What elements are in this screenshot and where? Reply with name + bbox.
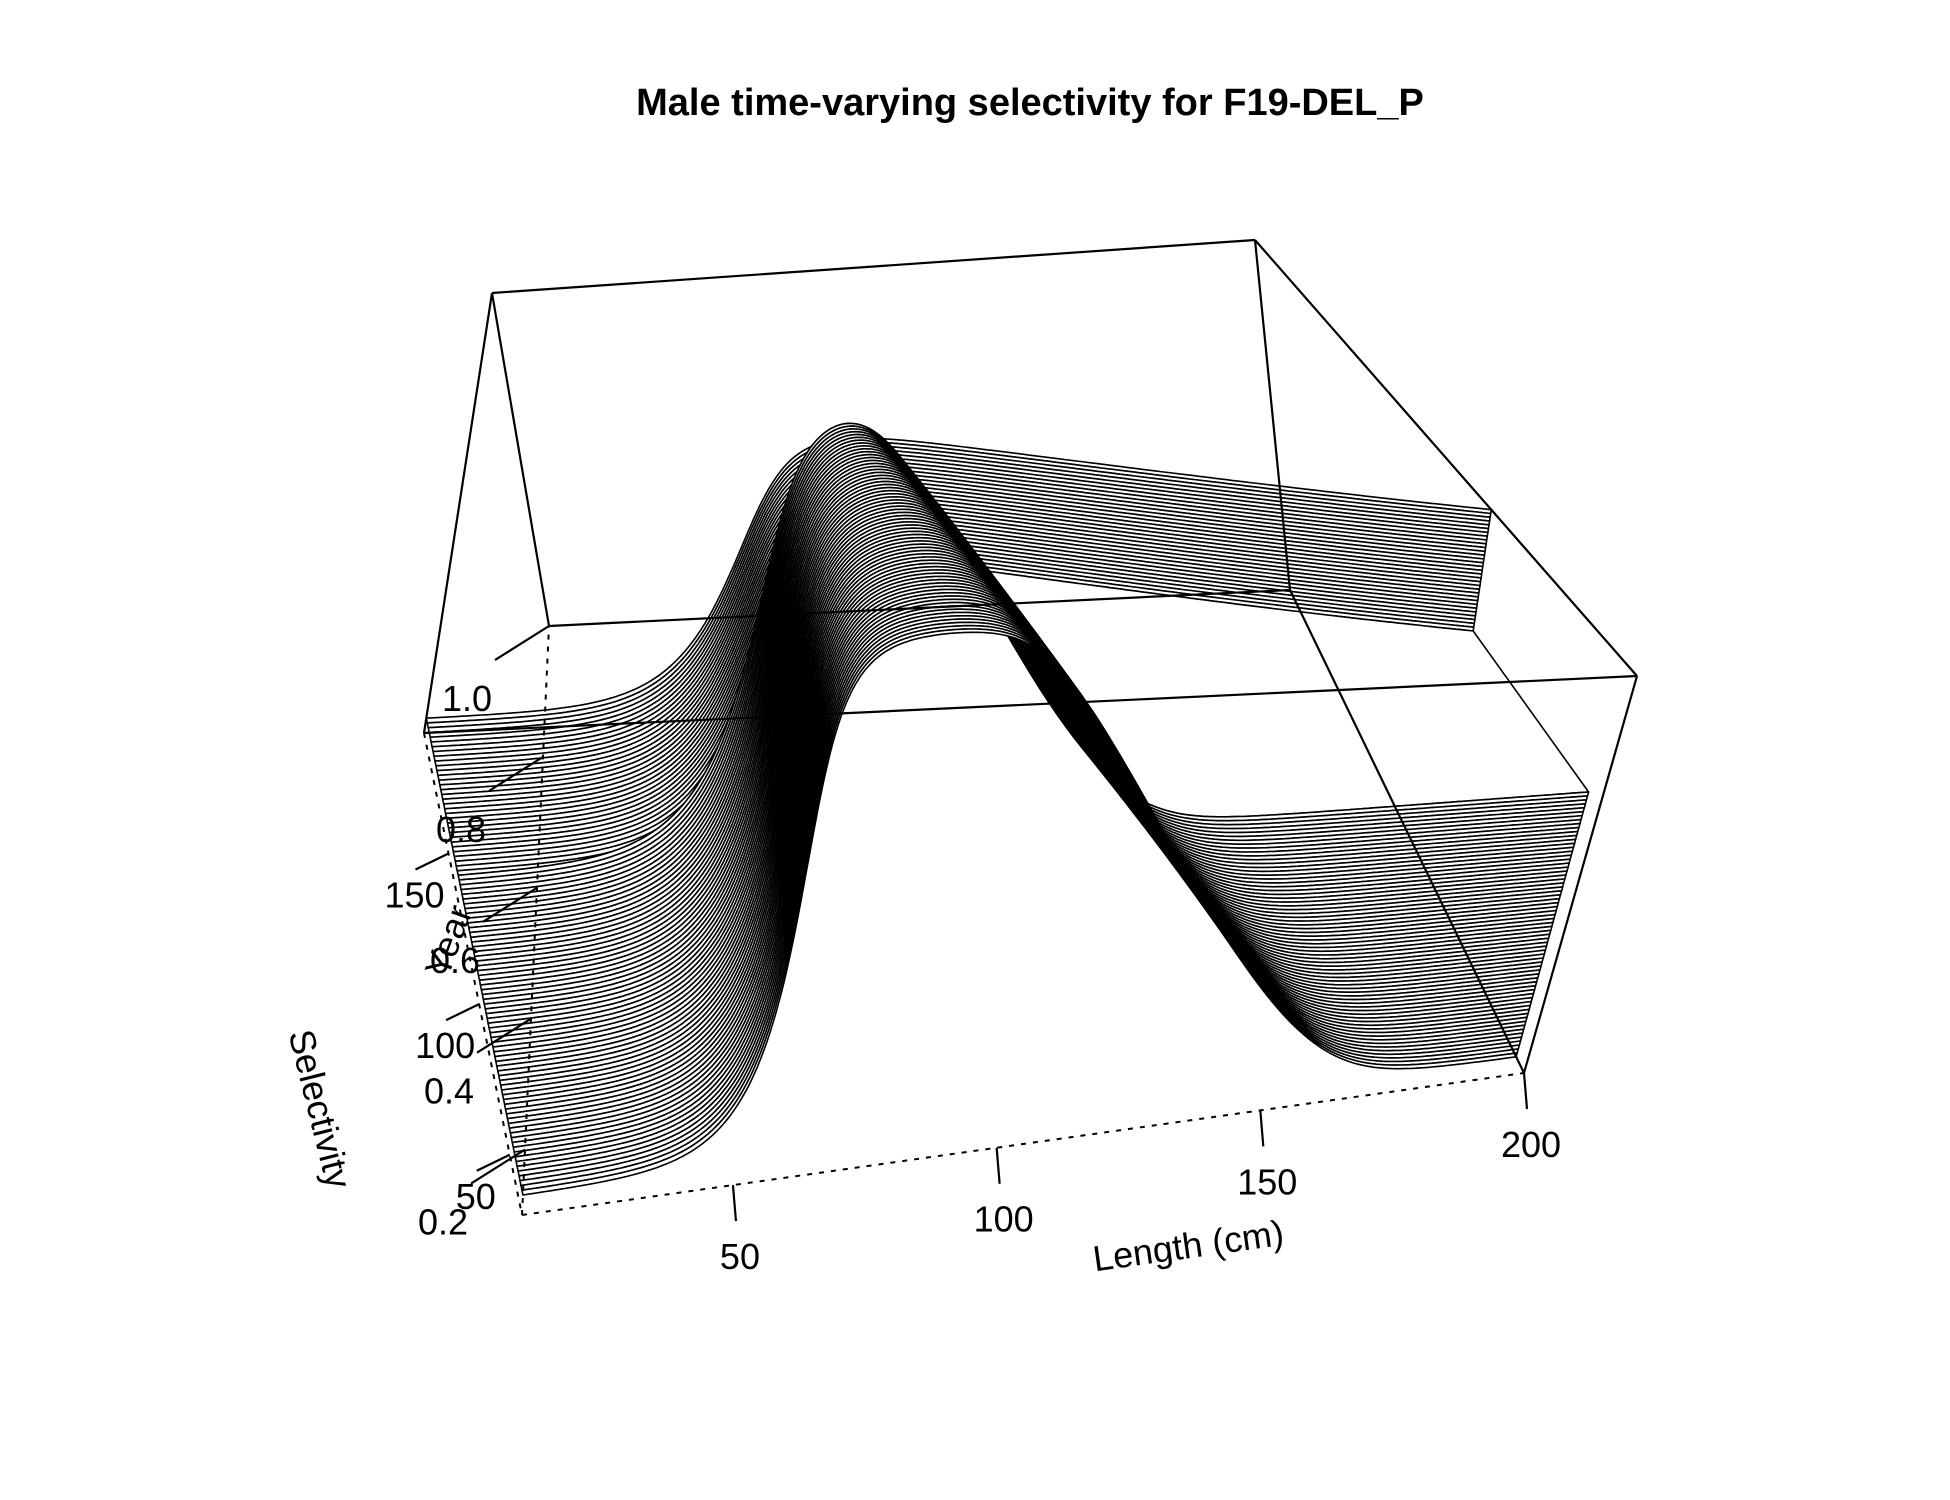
y-tick-mark [415, 852, 449, 871]
box-edge-hidden [423, 732, 523, 1216]
x-tick-mark [1522, 1072, 1529, 1110]
x-tick-mark [731, 1185, 738, 1222]
z-tick-mark [482, 886, 538, 923]
box-edge [491, 238, 1256, 295]
z-tick-mark [488, 755, 544, 792]
z-tick-mark [494, 625, 550, 661]
box-edge [1522, 675, 1639, 1074]
y-tick-mark [445, 1003, 480, 1022]
axes: 50 100 150 200 50 100 150 0.2 0.4 0.6 0.8 1.0 [384, 625, 1561, 1277]
box-edge [423, 674, 1638, 735]
bounding-box [422, 238, 1639, 1216]
z-tick-label: 0.6 [430, 940, 480, 981]
surface [425, 422, 1590, 1196]
box-edge [548, 588, 1291, 628]
x-axis-label: Length (cm) [1090, 1212, 1286, 1279]
x-tick-label: 200 [1501, 1124, 1561, 1165]
x-tick-label: 50 [720, 1236, 760, 1277]
chart-title: Male time-varying selectivity for F19-DE… [636, 82, 1424, 124]
y-tick-mark [476, 1153, 511, 1172]
y-tick-label: 50 [456, 1176, 496, 1217]
z-axis-label: Selectivity [281, 1025, 360, 1192]
z-tick-label: 0.4 [424, 1071, 474, 1112]
box-edge-hidden [521, 625, 550, 1216]
x-tick-mark [1259, 1110, 1265, 1147]
z-tick-mark [476, 1017, 532, 1054]
x-tick-mark [995, 1147, 1001, 1184]
box-edge [1289, 589, 1525, 1074]
z-tick-label: 0.2 [418, 1202, 468, 1243]
x-tick-label: 100 [974, 1199, 1034, 1240]
x-tick-label: 150 [1237, 1161, 1297, 1202]
z-tick-label: 0.8 [436, 809, 486, 850]
y-tick-label: 150 [384, 875, 444, 916]
z-tick-mark [470, 1148, 526, 1185]
box-edge-hidden [521, 1072, 1525, 1216]
y-tick-label: 100 [415, 1025, 475, 1066]
box-edge [1254, 239, 1638, 677]
z-tick-label: 1.0 [442, 678, 492, 719]
box-edge [490, 292, 551, 627]
box-edge [422, 292, 494, 734]
box-edge [1253, 239, 1292, 591]
